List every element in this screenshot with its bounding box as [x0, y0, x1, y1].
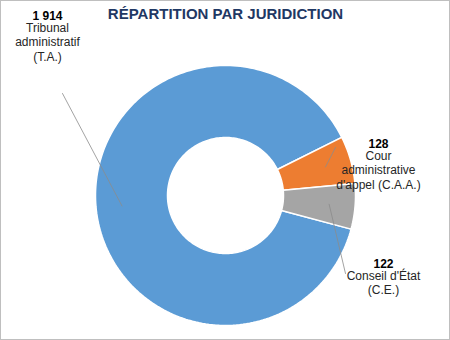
svg-text:Couradministratived'appel (C.A: Couradministratived'appel (C.A.A.) — [336, 149, 420, 192]
svg-text:128: 128 — [368, 136, 389, 151]
svg-text:1 914: 1 914 — [32, 8, 63, 23]
svg-text:Tribunaladministratif(T.A.): Tribunaladministratif(T.A.) — [15, 21, 80, 64]
svg-text:122: 122 — [373, 256, 394, 271]
svg-text:RÉPARTITION PAR JURIDICTION: RÉPARTITION PAR JURIDICTION — [108, 5, 343, 22]
svg-text:Conseil d'État(C.E.): Conseil d'État(C.E.) — [347, 268, 421, 297]
